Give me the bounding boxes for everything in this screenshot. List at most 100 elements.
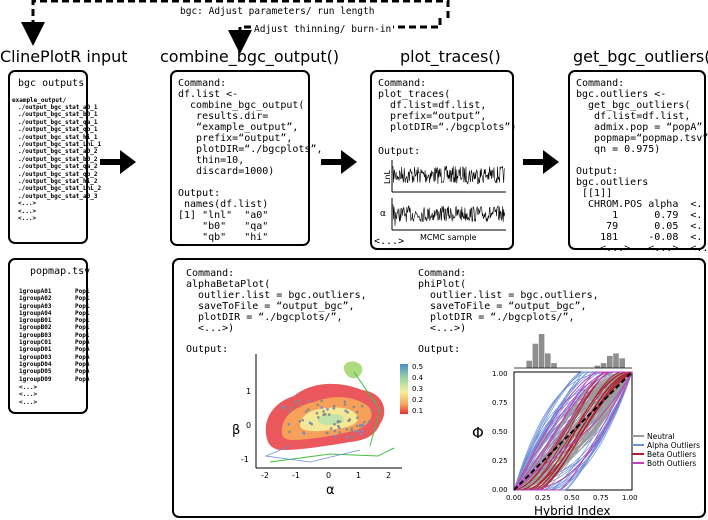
phi-output-label: Output: bbox=[418, 344, 461, 355]
code-line: Command: bbox=[378, 78, 427, 89]
code-line: thin=10, bbox=[178, 155, 245, 166]
code-line: combine_bgc_output( bbox=[178, 100, 305, 111]
code-line: alphaBetaPlot( bbox=[186, 279, 271, 290]
legend-label: Alpha Outliers bbox=[647, 441, 700, 450]
file-ellipsis: <...> bbox=[18, 215, 37, 223]
traces-output-label: Output: bbox=[378, 146, 421, 157]
alphabeta-plot: 0.5 0.4 0.3 0.2 0.1 1 0 -1 -2 -1 0 1 2 α… bbox=[232, 354, 424, 498]
alphabeta-point bbox=[345, 428, 349, 431]
histogram-bar bbox=[619, 358, 625, 368]
code-line: phiPlot( bbox=[418, 279, 467, 290]
popmap-pop: Pop1 bbox=[75, 288, 90, 295]
popmap-panel: popmap.tsv 1groupA01 Pop1 1groupA02 Pop1 1… bbox=[8, 258, 90, 414]
alphabeta-point bbox=[351, 435, 354, 439]
code-line: bgc.outliers <- bbox=[576, 89, 667, 100]
popmap-sample: 1groupC01 bbox=[19, 339, 52, 347]
popmap-sample: 1groupA01 bbox=[19, 288, 52, 295]
flow-arrow bbox=[523, 150, 559, 174]
alphabeta-point bbox=[298, 403, 302, 406]
popmap-sample: 1groupD04 bbox=[19, 360, 52, 368]
code-line: Command: bbox=[418, 268, 467, 279]
colorbar-tick: 0.5 bbox=[412, 363, 423, 371]
code-line: prefix=“output”, bbox=[178, 133, 293, 144]
legend-label: Beta Outliers bbox=[647, 450, 696, 459]
outliers-panel: Command: bgc.outliers <- get_bgc_outlier… bbox=[568, 70, 708, 254]
popmap-sample: 1groupD01 bbox=[19, 346, 52, 354]
feedback-arrows bbox=[21, 0, 450, 54]
bgc-folder-name: example_output/ bbox=[12, 97, 67, 104]
code-line: 1 0.79 <...> bbox=[576, 210, 708, 221]
thinning-adjust-label: Adjust thinning/ burn-in bbox=[252, 24, 394, 35]
alphabeta-point bbox=[333, 429, 337, 433]
density-top-lobe bbox=[343, 361, 363, 379]
alphabeta-point bbox=[326, 408, 329, 411]
alphabeta-command: Command: alphaBetaPlot( outlier.list = b… bbox=[186, 268, 367, 334]
lnl-trace bbox=[392, 165, 505, 185]
outliers-output: Output: bgc.outliers [[1]] CHROM.POS alp… bbox=[576, 166, 708, 254]
popmap-pop: PopA bbox=[75, 375, 90, 383]
alpha-trace bbox=[392, 204, 505, 226]
phi-diagonal bbox=[513, 371, 633, 491]
code-line: df.list=df.list, bbox=[378, 100, 487, 111]
popmap-ellipsis: <...> <...> <...> bbox=[19, 384, 37, 406]
colorbar-tick: 0.1 bbox=[412, 407, 423, 415]
alphabeta-point bbox=[320, 406, 323, 409]
histogram-bar bbox=[607, 355, 613, 368]
alphabeta-point bbox=[346, 411, 349, 414]
phi-curve bbox=[513, 371, 633, 491]
file-item: ./output_bgc_stat_a0_3 bbox=[18, 192, 98, 200]
code-line: bgc.outliers bbox=[576, 177, 649, 188]
phi-ylabel: Φ bbox=[472, 424, 484, 442]
code-line: popmap=“popmap.tsv”, bbox=[576, 133, 708, 144]
heading-combine: combine_bgc_output() bbox=[160, 47, 340, 66]
popmap-pop: PopA bbox=[75, 339, 90, 347]
popmap-sample: 1groupB01 bbox=[19, 317, 52, 325]
plot-traces-panel: Command: plot_traces( df.list=df.list, p… bbox=[370, 70, 516, 250]
file-ellipsis: <...> bbox=[18, 207, 37, 215]
file-item: ./output_bgc_stat_b0_2 bbox=[18, 155, 98, 163]
bgc-adjust-label: bgc: Adjust parameters/ run length bbox=[178, 6, 377, 17]
heading-get-outliers: get_bgc_outliers() bbox=[573, 47, 708, 66]
phi-curve bbox=[513, 371, 632, 491]
outliers-command: Command: bgc.outliers <- get_bgc_outlier… bbox=[576, 78, 708, 155]
histogram-bar bbox=[600, 363, 607, 368]
histogram-bar bbox=[526, 360, 532, 368]
alphabeta-point bbox=[325, 431, 329, 435]
code-line: Output: bbox=[576, 166, 619, 177]
code-line: [1] "lnl" "a0" bbox=[178, 210, 269, 221]
alphabeta-ytick: 0 bbox=[246, 421, 251, 430]
alphabeta-point bbox=[329, 427, 333, 430]
alphabeta-point bbox=[343, 403, 347, 406]
legend-label: Neutral bbox=[647, 432, 675, 441]
code-line: plotDIR = “./bgcplots/”, bbox=[186, 312, 343, 323]
popmap-pop: PopA bbox=[75, 346, 90, 354]
code-line: outlier.list = bgc.outliers, bbox=[418, 290, 599, 301]
alphabeta-point bbox=[355, 424, 359, 428]
alphabeta-point bbox=[307, 399, 311, 403]
phi-curves bbox=[513, 371, 633, 491]
bgc-feedback-line bbox=[21, 0, 450, 46]
combine-command: Command: df.list <- combine_bgc_output( … bbox=[178, 78, 323, 177]
alphabeta-point bbox=[352, 405, 356, 409]
alphabeta-point bbox=[334, 434, 337, 438]
alphabeta-xlabel: α bbox=[326, 483, 335, 498]
file-ellipsis: <...> bbox=[18, 200, 37, 208]
alphabeta-point bbox=[333, 404, 336, 408]
alphabeta-ytick: -1 bbox=[241, 455, 249, 464]
popmap-pop: PopA bbox=[75, 360, 90, 368]
code-line: qn = 0.975) bbox=[576, 144, 661, 155]
outlier-connector bbox=[269, 447, 395, 463]
histogram-bar bbox=[551, 363, 557, 368]
alphabeta-points bbox=[281, 399, 376, 439]
code-line: plotDIR = “./bgcplots/”, bbox=[418, 312, 575, 323]
popmap-sample: 1groupD09 bbox=[19, 375, 52, 383]
histogram-bar bbox=[613, 353, 619, 368]
alphabeta-point bbox=[327, 413, 331, 416]
popmap-pop: Pop1 bbox=[75, 309, 90, 317]
popmap-sample: 1groupA04 bbox=[19, 309, 52, 317]
plots-panel: Command: alphaBetaPlot( outlier.list = b… bbox=[172, 258, 706, 518]
file-item: ./output_bgc_stat_LnL_1 bbox=[18, 141, 102, 149]
code-line: saveToFile = “output_bgc”, bbox=[418, 301, 587, 312]
flow-arrow bbox=[321, 150, 357, 174]
